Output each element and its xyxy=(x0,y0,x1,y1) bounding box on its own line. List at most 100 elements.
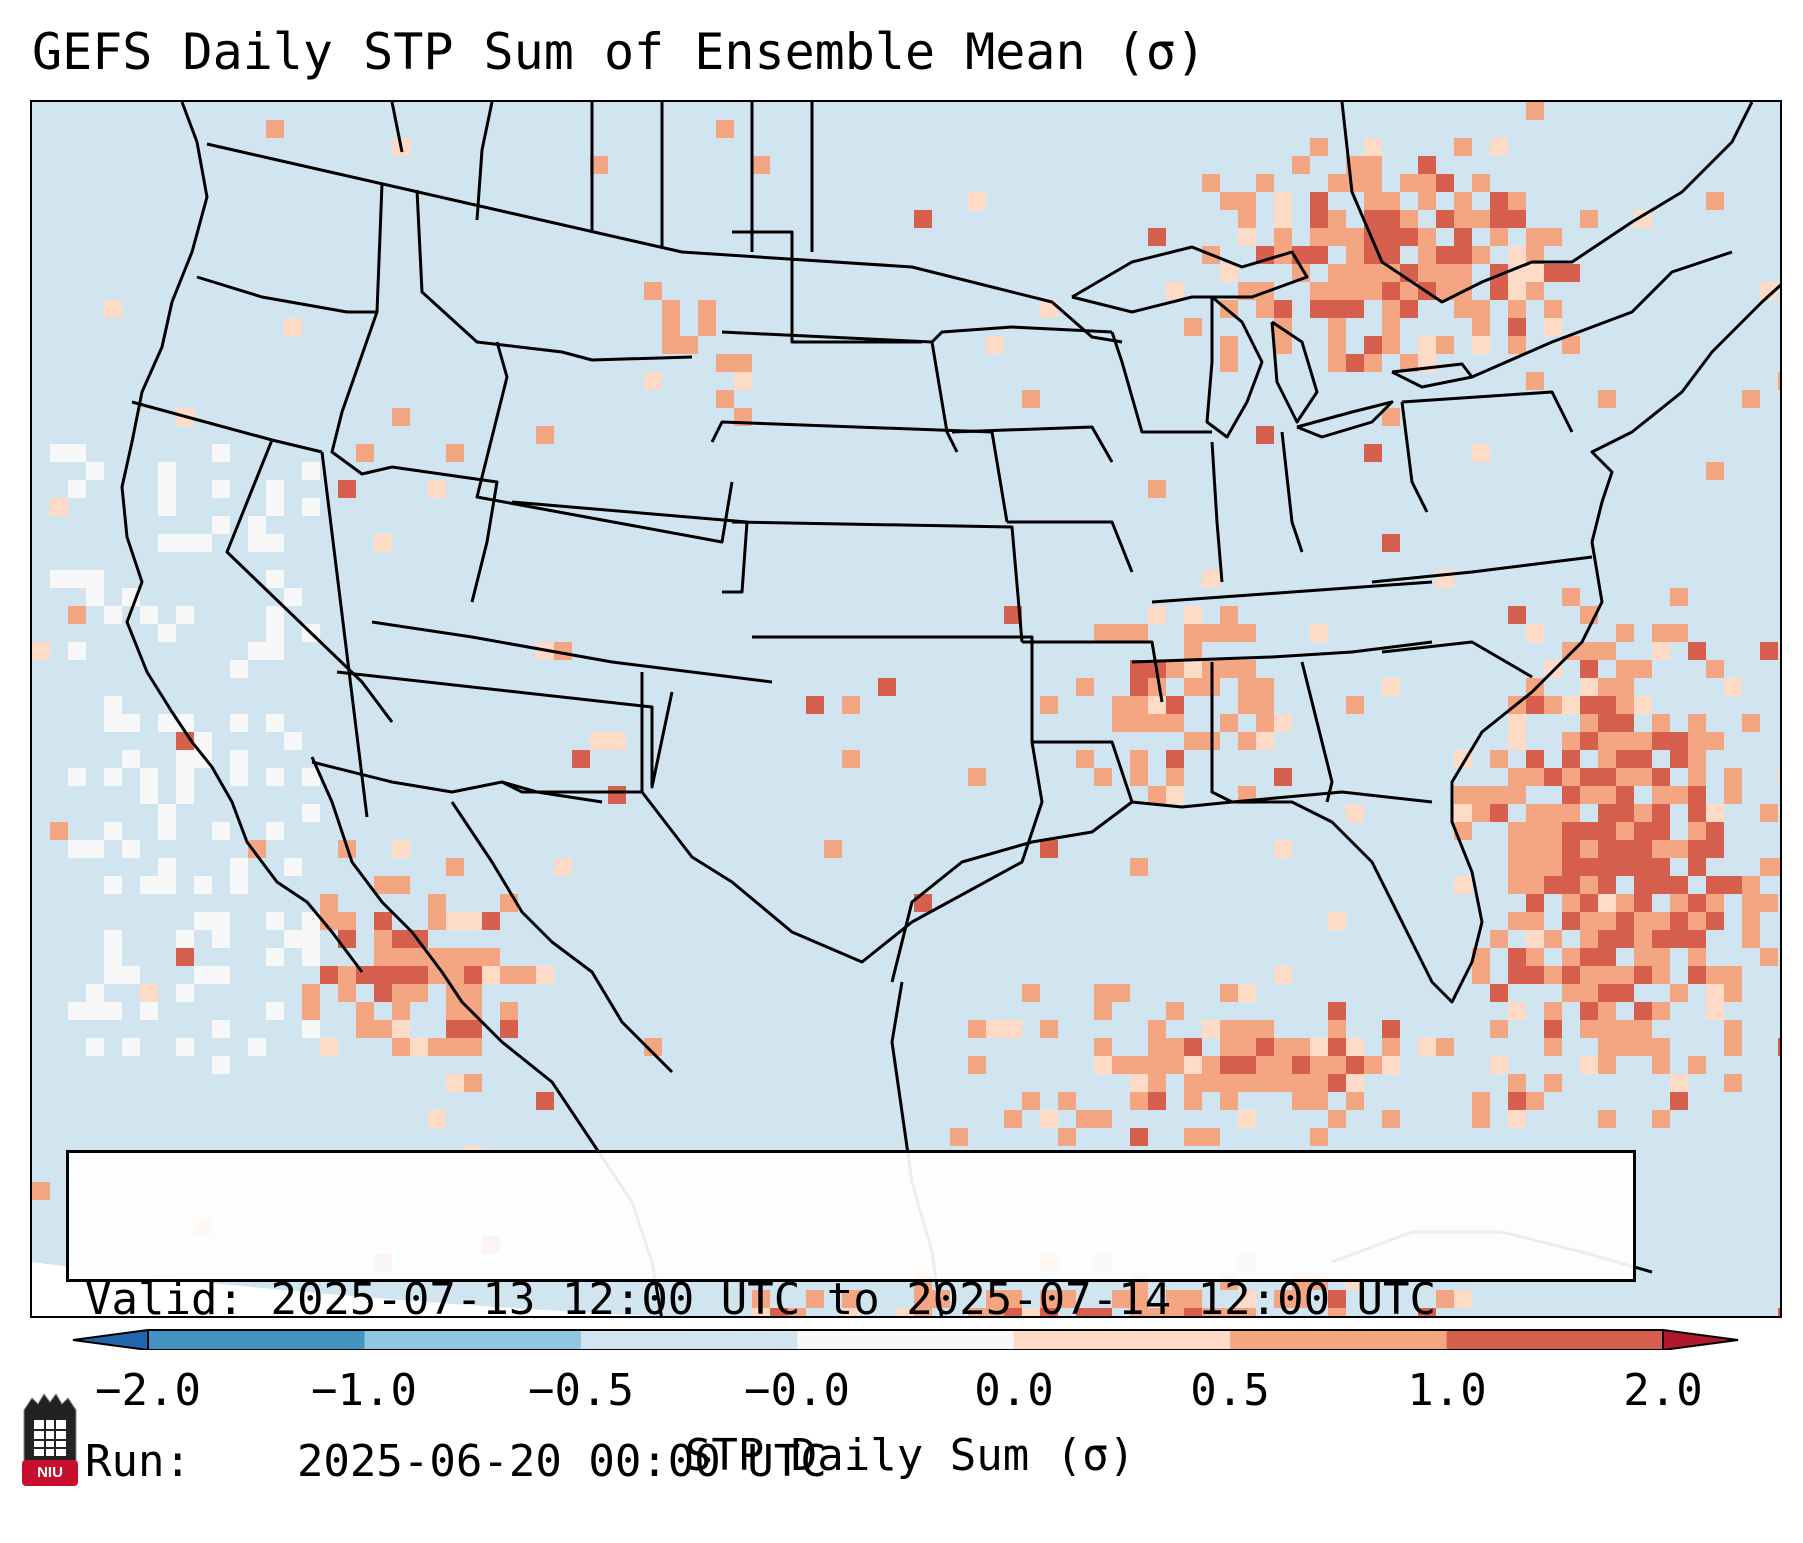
stp-cell xyxy=(1508,912,1526,930)
stp-cell xyxy=(1706,984,1724,1002)
stp-cell xyxy=(302,948,320,966)
stp-cell xyxy=(1580,678,1598,696)
stp-cell xyxy=(1184,1092,1202,1110)
stp-cell xyxy=(662,318,680,336)
stp-cell xyxy=(1670,984,1688,1002)
state-line-ga-fl xyxy=(1231,790,1433,804)
stp-cell xyxy=(1328,336,1346,354)
stp-cell xyxy=(1382,282,1400,300)
stp-cell xyxy=(1436,174,1454,192)
stp-cell xyxy=(1256,678,1274,696)
stp-cell xyxy=(176,606,194,624)
stp-cell xyxy=(1274,1074,1292,1092)
stp-cell xyxy=(1508,1110,1526,1128)
stp-cell xyxy=(644,1038,662,1056)
stp-cell xyxy=(446,1038,464,1056)
state-line-la-ms xyxy=(1032,740,1134,803)
stp-cell xyxy=(1040,1290,1058,1308)
stp-cell xyxy=(1472,210,1490,228)
state-line-nd-sd xyxy=(732,230,922,344)
us-canada-ne xyxy=(1471,250,1733,379)
stp-cell xyxy=(1652,840,1670,858)
stp-cell xyxy=(1562,768,1580,786)
stp-cell xyxy=(1526,948,1544,966)
colorbar-tick-label: −1.0 xyxy=(311,1365,417,1416)
stp-cell xyxy=(1058,1128,1076,1146)
stp-cell xyxy=(176,714,194,732)
stp-cell xyxy=(1598,1056,1616,1074)
stp-cell xyxy=(1508,606,1526,624)
stp-cell xyxy=(1184,1290,1202,1308)
stp-cell xyxy=(1220,1092,1238,1110)
stp-cell xyxy=(1040,1020,1058,1038)
stp-cell xyxy=(1742,714,1760,732)
stp-cell xyxy=(1580,1056,1598,1074)
stp-cell xyxy=(1706,966,1724,984)
stp-cell xyxy=(1544,822,1562,840)
stp-cell xyxy=(1382,192,1400,210)
stp-cell xyxy=(248,1038,266,1056)
stp-cell xyxy=(428,912,446,930)
stp-cell xyxy=(1238,192,1256,210)
stp-cell xyxy=(1220,660,1238,678)
stp-cell xyxy=(1328,1020,1346,1038)
stp-cell xyxy=(1724,1020,1742,1038)
stp-cell xyxy=(1634,876,1652,894)
stp-cell xyxy=(158,534,176,552)
stp-cell xyxy=(1148,714,1166,732)
stp-cell xyxy=(86,462,104,480)
stp-cell xyxy=(464,1074,482,1092)
state-line-mt-wy xyxy=(415,189,693,362)
stp-cell xyxy=(752,1308,770,1316)
stp-cell xyxy=(482,912,500,930)
stp-cell xyxy=(1544,840,1562,858)
stp-cell xyxy=(1238,696,1256,714)
colorbar-bin xyxy=(1230,1330,1448,1350)
colorbar-tick-label: −2.0 xyxy=(95,1365,201,1416)
stp-cell xyxy=(1454,1290,1472,1308)
stp-cell xyxy=(1634,948,1652,966)
gulf-coastline xyxy=(890,283,1780,1004)
stp-cell xyxy=(1274,1056,1292,1074)
stp-cell xyxy=(1778,1038,1780,1056)
stp-cell xyxy=(1598,390,1616,408)
stp-cell xyxy=(1652,876,1670,894)
stp-cell xyxy=(1598,858,1616,876)
stp-cell xyxy=(1490,750,1508,768)
stp-cell xyxy=(446,948,464,966)
stp-cell xyxy=(1598,768,1616,786)
stp-cell xyxy=(1418,228,1436,246)
stp-cell xyxy=(1580,210,1598,228)
stp-cell xyxy=(950,1128,968,1146)
stp-cell xyxy=(1004,1308,1022,1316)
state-line-nm-tx xyxy=(501,672,644,794)
stp-cell xyxy=(1220,1308,1238,1316)
stp-cell xyxy=(1562,786,1580,804)
state-line-nc-sc xyxy=(1381,640,1533,679)
stp-cell xyxy=(680,336,698,354)
stp-cell xyxy=(1040,840,1058,858)
state-line-az-nm xyxy=(336,670,674,789)
colorbar-tick-label: 0.0 xyxy=(974,1365,1054,1416)
stp-cell xyxy=(1472,1110,1490,1128)
stp-cell xyxy=(1382,1038,1400,1056)
stp-cell xyxy=(1598,750,1616,768)
stp-cell xyxy=(1328,1002,1346,1020)
stp-cell xyxy=(1130,768,1148,786)
stp-cell xyxy=(1634,768,1652,786)
stp-cell xyxy=(1616,624,1634,642)
stp-cell xyxy=(1382,678,1400,696)
stp-cell xyxy=(1652,786,1670,804)
stp-cell xyxy=(1616,984,1634,1002)
stp-cell xyxy=(1472,948,1490,966)
stp-cell xyxy=(158,462,176,480)
stp-cell xyxy=(1310,624,1328,642)
stp-cell xyxy=(1184,642,1202,660)
stp-cell xyxy=(1382,1056,1400,1074)
stp-cell xyxy=(1580,858,1598,876)
stp-cell xyxy=(284,930,302,948)
state-line-tx-outline xyxy=(640,741,1044,964)
stp-cell xyxy=(1274,714,1292,732)
stp-cell xyxy=(1472,1092,1490,1110)
stp-cell xyxy=(1328,174,1346,192)
